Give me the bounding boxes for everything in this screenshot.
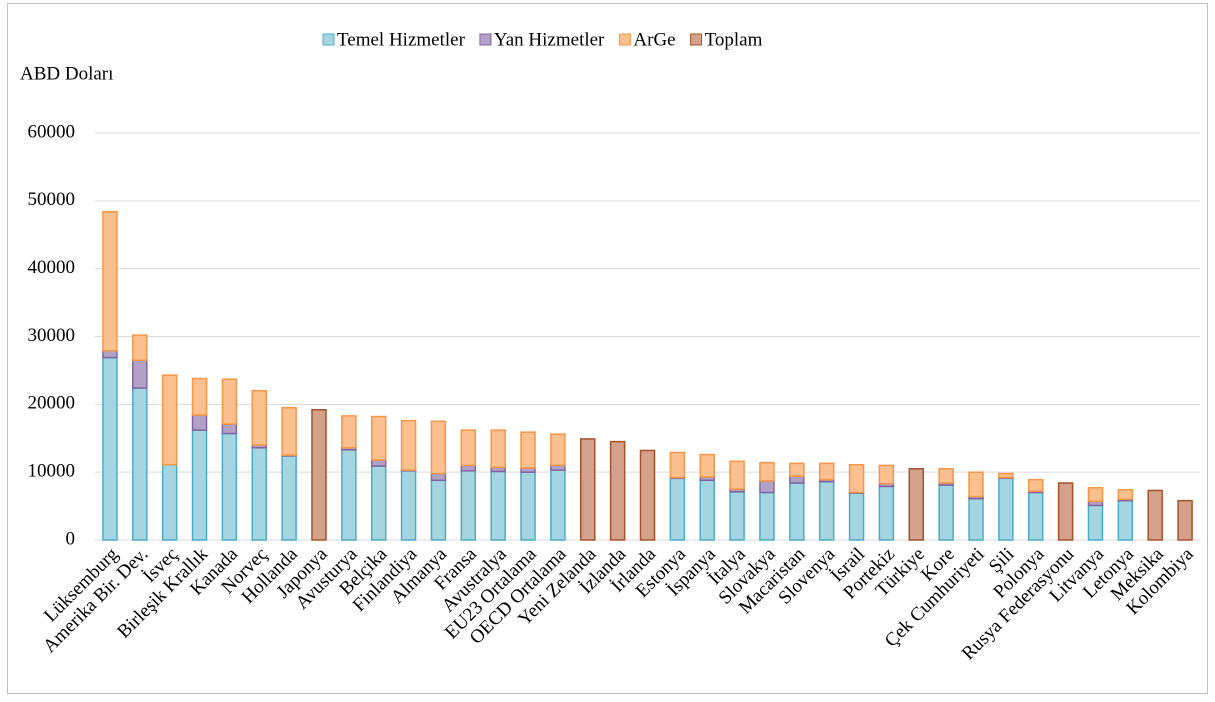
bar — [908, 468, 925, 541]
bar — [998, 472, 1014, 479]
bar — [818, 480, 835, 541]
bar — [1027, 478, 1044, 492]
bar — [639, 449, 656, 541]
bar — [1087, 487, 1104, 503]
bar — [1057, 482, 1074, 541]
bar — [281, 406, 297, 456]
bar — [699, 453, 715, 478]
y-tick-label: 20000 — [28, 393, 76, 414]
bar — [699, 479, 715, 541]
bar — [132, 387, 148, 541]
bar — [132, 334, 148, 361]
bar — [102, 210, 118, 352]
bar — [460, 464, 477, 472]
bar — [729, 491, 745, 541]
bar — [370, 459, 387, 467]
bar — [400, 470, 417, 541]
y-tick-label: 30000 — [28, 325, 76, 346]
bar — [789, 462, 805, 477]
bar — [430, 479, 447, 541]
bar — [1177, 499, 1193, 541]
bar — [789, 482, 805, 541]
bar — [341, 449, 357, 541]
legend-label: Temel Hizmetler — [337, 29, 466, 50]
y-tick-label: 0 — [66, 528, 76, 549]
bar — [400, 419, 417, 471]
bar — [1117, 499, 1134, 541]
bar — [848, 463, 865, 494]
y-tick-label: 60000 — [28, 121, 76, 142]
bar — [161, 374, 178, 466]
bar — [370, 415, 387, 461]
bar — [1027, 491, 1044, 541]
bar — [878, 485, 895, 541]
legend-label: ArGe — [633, 29, 675, 50]
bar — [520, 471, 536, 541]
bar — [102, 356, 118, 541]
chart-border — [7, 3, 1208, 694]
bar — [550, 433, 566, 467]
bar — [460, 470, 477, 541]
bar — [1147, 489, 1163, 541]
bar — [490, 429, 506, 469]
bar — [460, 429, 477, 467]
bar — [520, 431, 536, 469]
bar — [430, 472, 447, 482]
y-tick-label: 50000 — [28, 189, 76, 210]
y-tick-label: 10000 — [28, 461, 76, 482]
bar — [759, 461, 775, 482]
bar — [1087, 504, 1104, 541]
bar — [669, 477, 686, 541]
bar — [221, 378, 238, 425]
bar — [341, 415, 357, 449]
legend-label: Yan Hizmetler — [494, 29, 605, 50]
bar — [430, 420, 447, 475]
legend-swatch — [322, 33, 335, 46]
bar — [818, 462, 835, 481]
legend: Temel Hizmetler Yan Hizmetler ArGe Toplam — [322, 29, 763, 50]
bar — [311, 409, 327, 541]
bar — [729, 460, 745, 490]
bar — [221, 423, 238, 435]
bar — [998, 477, 1014, 541]
bar — [1117, 489, 1134, 501]
bar — [938, 468, 954, 484]
bar — [161, 463, 178, 541]
bar — [580, 438, 596, 541]
bar — [191, 377, 208, 416]
legend-label: Toplam — [705, 29, 763, 50]
legend-swatch — [479, 33, 492, 46]
bar — [132, 359, 148, 389]
bar — [281, 455, 297, 541]
bar — [968, 497, 984, 541]
bar — [550, 469, 566, 541]
bar — [370, 465, 387, 541]
bar — [759, 491, 775, 541]
bar — [102, 349, 118, 359]
bar — [789, 475, 805, 484]
legend-swatch — [690, 33, 703, 46]
bar — [759, 480, 775, 494]
bar — [221, 432, 238, 541]
bar — [848, 492, 865, 541]
bar — [251, 390, 268, 446]
bar — [251, 446, 268, 541]
bar — [490, 470, 506, 541]
bar — [878, 464, 895, 485]
y-axis-label: ABD Doları — [20, 63, 113, 84]
bar — [609, 440, 626, 541]
bar — [669, 451, 686, 479]
legend-swatch — [618, 33, 631, 46]
bar — [191, 429, 208, 541]
bar — [968, 471, 984, 498]
bar — [191, 414, 208, 431]
y-tick-label: 40000 — [28, 257, 76, 278]
bar — [938, 484, 954, 541]
